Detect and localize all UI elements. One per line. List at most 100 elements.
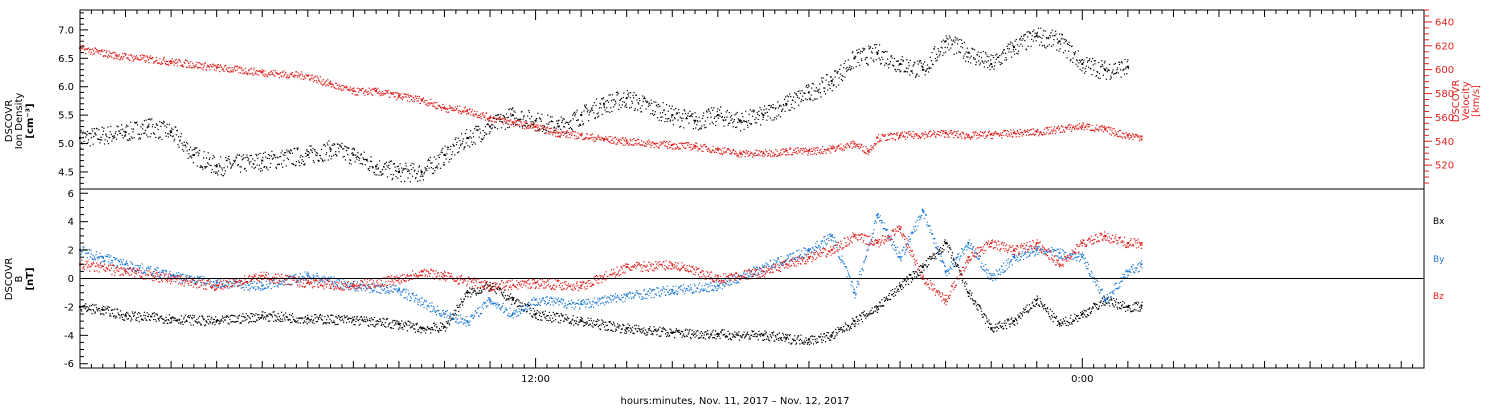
bx-sample xyxy=(602,320,604,322)
bx-sample xyxy=(491,286,493,288)
velocity-sample xyxy=(490,115,492,117)
density-sample xyxy=(143,132,145,134)
bx-sample xyxy=(128,314,130,316)
density-sample xyxy=(769,117,771,119)
velocity-sample xyxy=(245,72,247,74)
velocity-sample xyxy=(479,113,481,115)
velocity-sample xyxy=(739,150,741,152)
density-sample xyxy=(353,149,356,151)
velocity-sample xyxy=(961,137,963,139)
density-sample xyxy=(967,61,969,63)
velocity-sample xyxy=(815,153,817,155)
velocity-sample xyxy=(253,69,255,71)
density-sample xyxy=(823,87,825,89)
bx-sample xyxy=(610,323,612,325)
velocity-sample xyxy=(945,133,947,135)
density-sample xyxy=(586,111,588,113)
density-sample xyxy=(916,73,918,75)
bx-sample xyxy=(427,327,429,329)
velocity-sample xyxy=(297,72,299,74)
bx-sample xyxy=(611,324,614,326)
density-point xyxy=(625,97,628,100)
density-sample xyxy=(95,134,97,136)
density-sample xyxy=(290,150,292,152)
velocity-sample xyxy=(652,141,654,144)
density-sample xyxy=(1118,61,1120,63)
density-sample xyxy=(168,133,170,135)
velocity-sample xyxy=(454,106,456,108)
velocity-sample xyxy=(625,137,627,139)
density-sample xyxy=(998,56,1000,58)
density-sample xyxy=(244,167,246,169)
velocity-sample xyxy=(322,84,324,86)
bx-sample xyxy=(231,321,233,323)
velocity-sample xyxy=(982,131,984,134)
density-sample xyxy=(1086,61,1089,63)
velocity-sample xyxy=(399,94,401,96)
bx-sample xyxy=(311,315,313,317)
density-point xyxy=(1035,34,1038,37)
velocity-sample xyxy=(598,136,600,138)
velocity-sample xyxy=(222,68,225,70)
velocity-sample xyxy=(1126,133,1128,135)
velocity-sample xyxy=(883,135,885,137)
velocity-sample xyxy=(729,150,731,152)
bx-sample xyxy=(97,310,99,312)
density-sample xyxy=(170,129,172,131)
density-sample xyxy=(1065,39,1067,41)
density-sample xyxy=(216,172,218,174)
density-sample xyxy=(467,138,469,140)
density-sample xyxy=(578,125,580,127)
density-sample xyxy=(711,107,713,109)
velocity-sample xyxy=(340,88,342,90)
bx-sample xyxy=(626,328,628,330)
velocity-sample xyxy=(881,134,883,136)
density-sample xyxy=(388,161,390,163)
velocity-sample xyxy=(900,134,902,136)
velocity-sample xyxy=(601,137,603,139)
density-sample xyxy=(930,60,932,62)
density-sample xyxy=(1053,39,1055,41)
density-sample xyxy=(1016,44,1018,46)
density-sample xyxy=(605,100,607,102)
bx-sample xyxy=(220,320,222,322)
bx-sample xyxy=(532,316,534,318)
velocity-sample xyxy=(1023,130,1025,132)
density-sample xyxy=(1110,75,1112,77)
velocity-sample xyxy=(539,128,541,130)
density-sample xyxy=(226,166,229,168)
bx-sample xyxy=(361,318,364,320)
velocity-sample xyxy=(1071,128,1073,130)
velocity-sample xyxy=(669,141,671,143)
density-sample xyxy=(706,111,708,113)
bx-sample xyxy=(89,309,91,311)
density-sample xyxy=(209,157,211,159)
velocity-sample xyxy=(125,54,127,56)
density-sample xyxy=(773,107,775,109)
density-sample xyxy=(345,146,347,148)
velocity-sample xyxy=(987,134,989,136)
velocity-sample xyxy=(883,134,885,136)
velocity-sample xyxy=(952,132,954,134)
density-sample xyxy=(343,148,345,150)
density-sample xyxy=(891,55,893,57)
velocity-sample xyxy=(761,150,763,152)
density-sample xyxy=(528,111,530,113)
bx-sample xyxy=(736,334,738,336)
density-sample xyxy=(896,60,898,62)
velocity-sample xyxy=(450,106,452,108)
density-point xyxy=(443,153,446,156)
velocity-sample xyxy=(484,119,487,121)
velocity-sample xyxy=(825,152,827,154)
density-sample xyxy=(804,92,806,94)
density-sample xyxy=(459,140,461,142)
velocity-sample xyxy=(493,116,495,118)
density-sample xyxy=(991,66,993,68)
velocity-sample xyxy=(769,154,771,156)
density-sample xyxy=(731,118,733,120)
density-sample xyxy=(713,107,715,109)
density-sample xyxy=(667,110,669,112)
velocity-point xyxy=(534,125,537,128)
velocity-sample xyxy=(878,141,880,143)
bx-sample xyxy=(301,318,303,320)
